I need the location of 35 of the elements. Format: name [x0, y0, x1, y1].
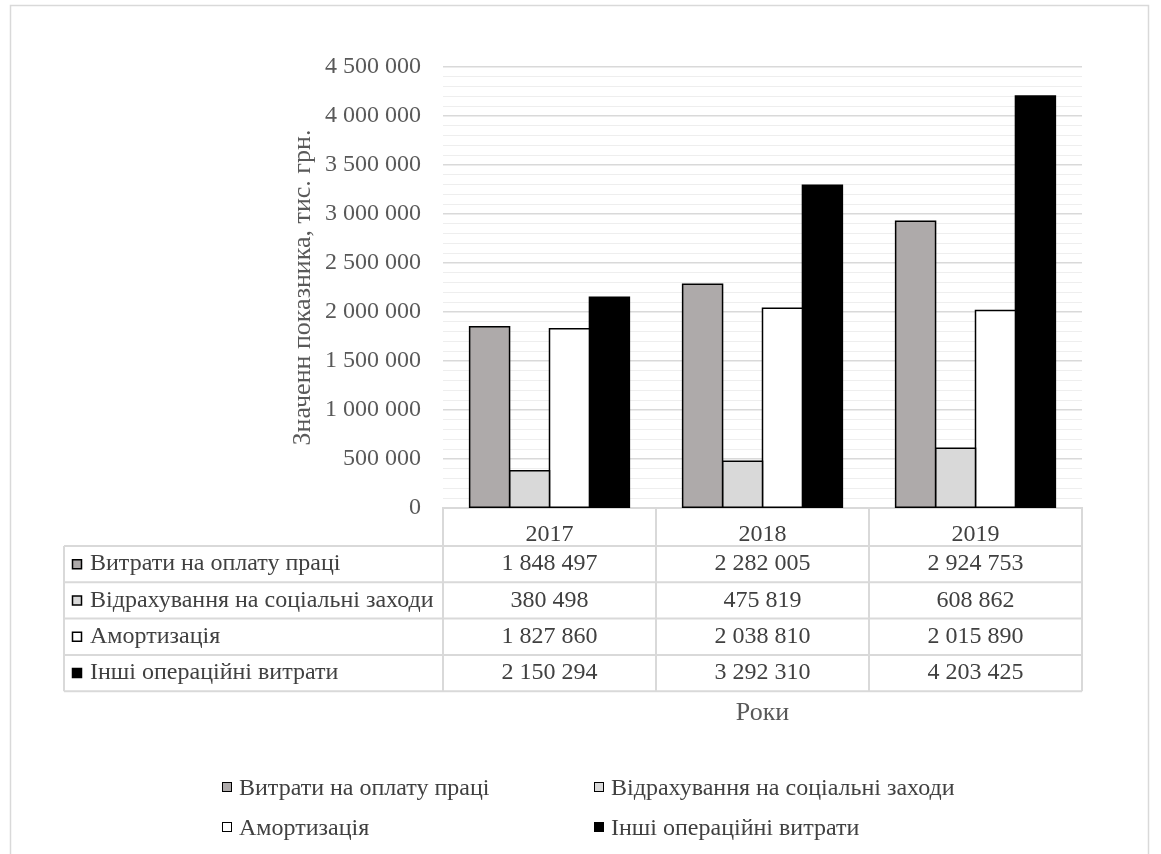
data-label: 2 038 810 — [714, 622, 811, 649]
x-tick-label: 2018 — [738, 519, 787, 546]
data-label: 608 862 — [936, 585, 1015, 612]
legend-label: Амортизація — [90, 622, 221, 649]
data-label: 1 827 860 — [501, 622, 598, 649]
legend-label: Відрахування на соціальні заходи — [90, 585, 434, 612]
data-label: 380 498 — [510, 585, 589, 612]
y-tick-label: 3 000 000 — [325, 199, 421, 226]
data-label: 4 203 425 — [927, 658, 1024, 685]
data-label: 475 819 — [723, 585, 802, 612]
y-tick-label: 4 000 000 — [325, 101, 421, 128]
y-tick-label: 4 500 000 — [325, 52, 421, 79]
data-label: 1 848 497 — [501, 549, 598, 576]
x-tick-label: 2017 — [525, 519, 574, 546]
y-tick-label: 2 000 000 — [325, 297, 421, 324]
data-label: 2 150 294 — [501, 658, 598, 685]
y-axis-title: Значенн показника, тис. грн. — [287, 129, 317, 446]
x-tick-label: 2019 — [951, 519, 1000, 546]
y-tick-label: 2 500 000 — [325, 248, 421, 275]
text: Витрати на оплату праці — [239, 774, 490, 800]
data-label: 2 015 890 — [927, 622, 1024, 649]
y-tick-label: 0 — [409, 493, 421, 520]
y-tick-label: 500 000 — [343, 444, 421, 471]
data-label: 2 924 753 — [927, 549, 1024, 576]
legend-label: Витрати на оплату праці — [90, 549, 341, 576]
y-tick-label: 1 500 000 — [325, 346, 421, 373]
text: Інші операційні витрати — [611, 814, 860, 840]
text: Відрахування на соціальні заходи — [611, 774, 955, 800]
legend-label: Інші операційні витрати — [90, 658, 339, 685]
data-label: 2 282 005 — [714, 549, 811, 576]
text: Амортизація — [239, 814, 370, 840]
data-label: 3 292 310 — [714, 658, 811, 685]
text: Роки — [735, 696, 790, 726]
y-tick-label: 1 000 000 — [325, 395, 421, 422]
y-tick-label: 3 500 000 — [325, 150, 421, 177]
